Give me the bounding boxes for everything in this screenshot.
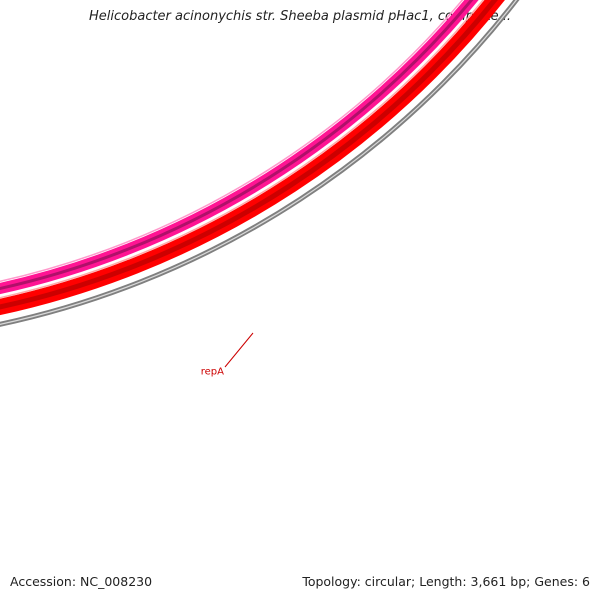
summary-text: Topology: circular; Length: 3,661 bp; Ge…: [302, 574, 590, 589]
repa-leader-line: [224, 332, 254, 368]
feature-label-repa[interactable]: repA: [201, 367, 224, 378]
accession-text: Accession: NC_008230: [10, 574, 153, 589]
map-title: Helicobacter acinonychis str. Sheeba pla…: [89, 9, 511, 24]
